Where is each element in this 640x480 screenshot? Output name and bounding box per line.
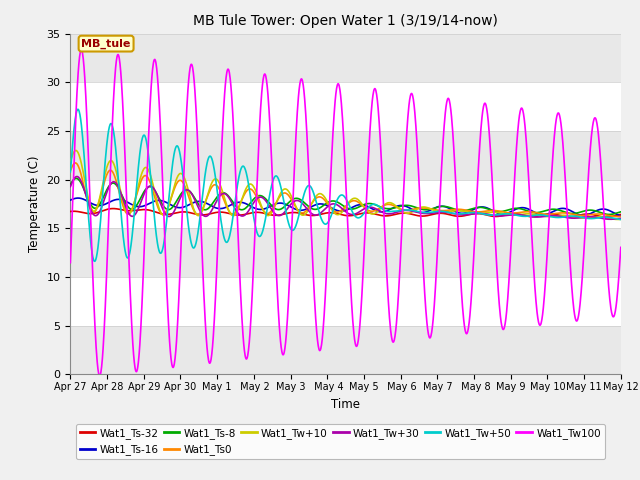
- Bar: [70, 228, 621, 277]
- Text: MB_tule: MB_tule: [81, 38, 131, 49]
- Legend: Wat1_Ts-32, Wat1_Ts-16, Wat1_Ts-8, Wat1_Ts0, Wat1_Tw+10, Wat1_Tw+30, Wat1_Tw+50,: Wat1_Ts-32, Wat1_Ts-16, Wat1_Ts-8, Wat1_…: [76, 424, 605, 459]
- Bar: [70, 34, 621, 82]
- Title: MB Tule Tower: Open Water 1 (3/19/14-now): MB Tule Tower: Open Water 1 (3/19/14-now…: [193, 14, 498, 28]
- Y-axis label: Temperature (C): Temperature (C): [28, 156, 41, 252]
- Bar: [70, 131, 621, 180]
- X-axis label: Time: Time: [331, 397, 360, 410]
- Bar: [70, 326, 621, 374]
